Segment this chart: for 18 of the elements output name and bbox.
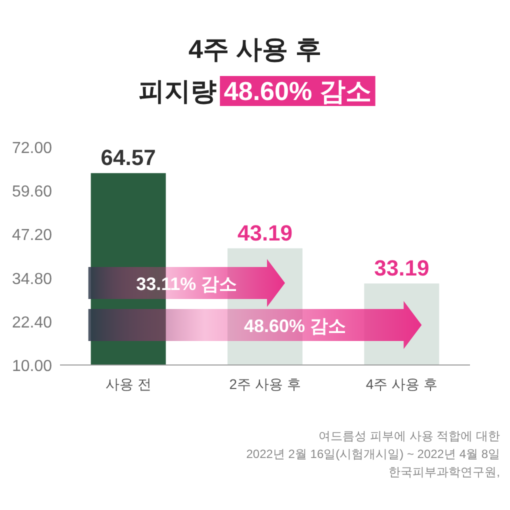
chart-title: 4주 사용 후 (188, 34, 322, 64)
y-tick-label: 34.80 (12, 270, 52, 288)
y-tick-label: 59.60 (12, 184, 52, 201)
y-tick-label: 47.20 (12, 227, 52, 244)
x-tick-label: 4주 사용 후 (366, 376, 438, 392)
data-label: 33.19 (374, 255, 430, 280)
data-label: 43.19 (237, 220, 293, 246)
y-tick-label: 72.00 (12, 140, 52, 157)
text: 2022년 2월 16일(시험개시일) ~ 2022년 4월 8일 (246, 447, 500, 461)
y-tick-label: 22.40 (12, 314, 52, 332)
x-tick-label: 사용 전 (105, 376, 152, 392)
text: 한국피부과학연구원, (388, 465, 500, 479)
annotation: 48.60% 감소 (244, 316, 346, 336)
x-tick-label: 2주 사용 후 (229, 376, 301, 392)
text: 여드름성 피부에 사용 적합에 대한 (318, 429, 500, 443)
y-tick-label: 10.00 (12, 358, 52, 375)
data-label: 64.57 (100, 145, 156, 170)
chart-subtitle: 피지량 48.60% 감소 (138, 76, 372, 106)
